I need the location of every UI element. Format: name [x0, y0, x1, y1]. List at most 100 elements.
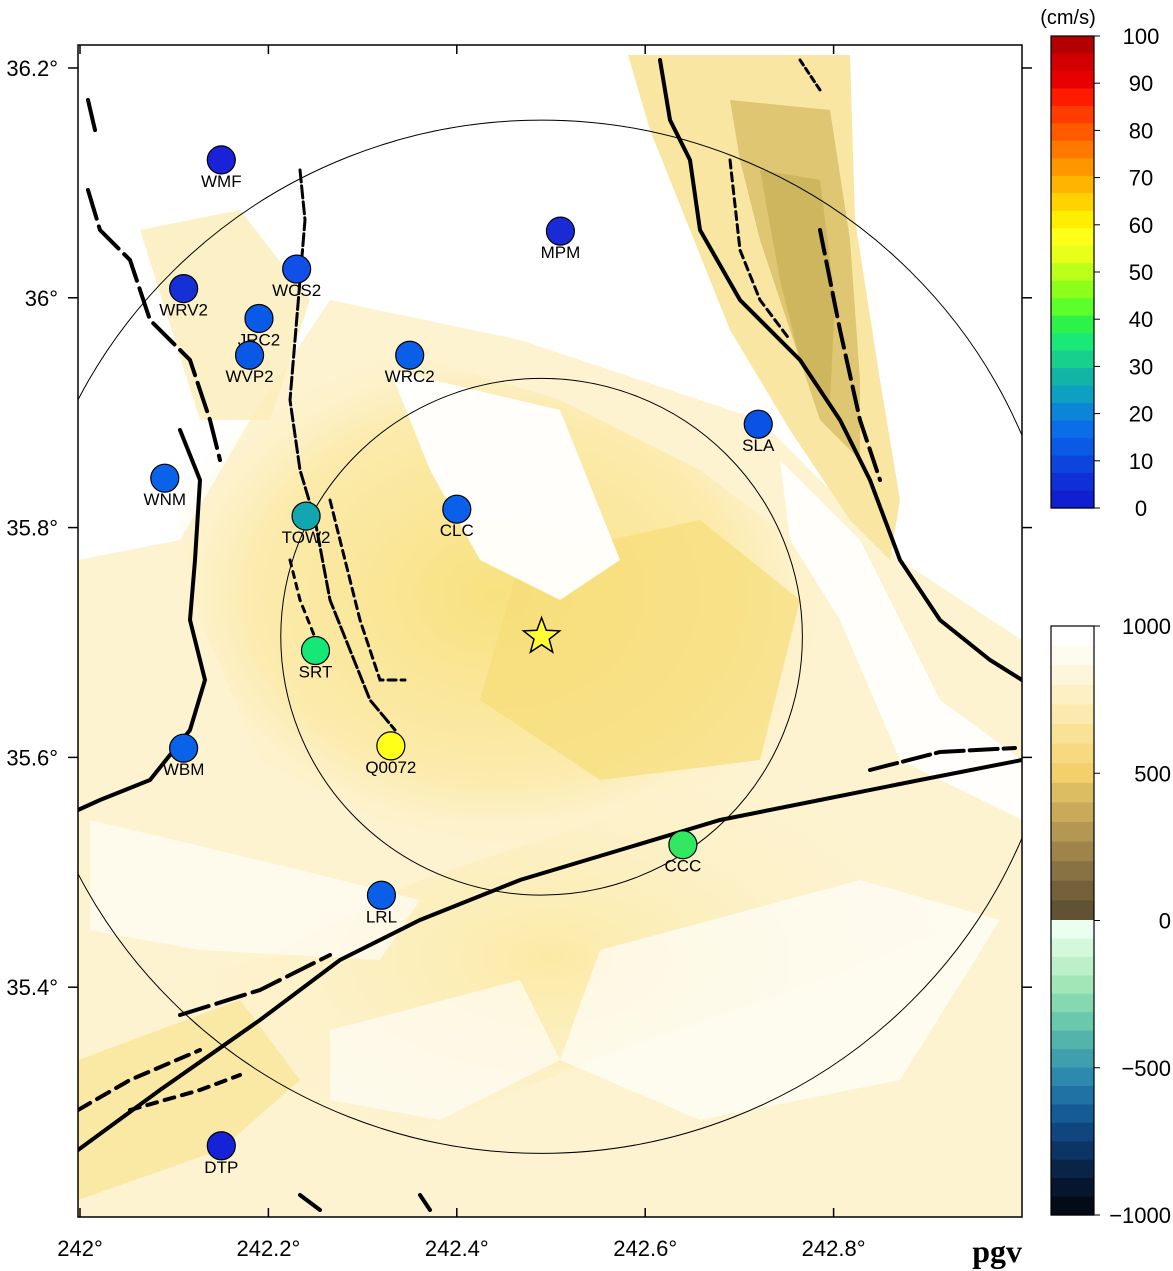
- station-label: CLC: [440, 521, 474, 540]
- station-marker[interactable]: [206, 145, 236, 175]
- fault-branch-w: [78, 1048, 202, 1112]
- pgv-scale-swatch: [1051, 368, 1094, 387]
- lat-tick-label: 36.2°: [6, 56, 58, 81]
- station-marker[interactable]: [169, 733, 199, 763]
- fault-ne-small: [798, 58, 822, 92]
- pgv-scale-swatch: [1051, 473, 1094, 492]
- station-label: WVP2: [225, 367, 273, 386]
- pgv-scale-swatch: [1051, 210, 1094, 229]
- station-marker[interactable]: [234, 340, 265, 370]
- fault-branch-se: [868, 746, 1017, 772]
- distance-ring-25km: [280, 377, 803, 896]
- topography-scale-swatch: [1051, 993, 1094, 1013]
- fault-ne-branch: [818, 228, 882, 482]
- station-q0072[interactable]: Q0072: [365, 731, 416, 777]
- station-wcs2[interactable]: WCS2: [272, 254, 321, 300]
- pgv-scale-label: 60: [1129, 213, 1153, 238]
- station-sla[interactable]: SLA: [742, 409, 775, 455]
- station-label: WBM: [163, 760, 205, 779]
- station-wbm[interactable]: WBM: [163, 733, 205, 779]
- station-tow2[interactable]: TOW2: [282, 501, 331, 547]
- station-marker[interactable]: [282, 254, 312, 284]
- station-srt[interactable]: SRT: [299, 635, 333, 682]
- fault-nw-1: [86, 98, 97, 132]
- station-marker[interactable]: [169, 273, 199, 304]
- station-wnm[interactable]: WNM: [144, 463, 186, 509]
- lon-tick-label: 242.6°: [613, 1236, 677, 1261]
- fault-south-stub: [298, 1193, 322, 1212]
- lon-tick-label: 242.4°: [425, 1236, 489, 1261]
- lat-tick-label: 35.4°: [6, 975, 58, 1000]
- pgv-scale-label: 40: [1129, 307, 1153, 332]
- topography-scale-swatch: [1051, 763, 1094, 784]
- station-ccc[interactable]: CCC: [664, 830, 701, 876]
- topography-scale-swatch: [1051, 938, 1094, 958]
- pgv-scale-swatch: [1051, 193, 1094, 212]
- topography-scale-swatch: [1051, 1030, 1094, 1050]
- topography-scale-swatch: [1051, 920, 1094, 940]
- station-label: SRT: [299, 663, 333, 682]
- station-label: DTP: [204, 1158, 238, 1177]
- topography-scale-bar: [1050, 625, 1095, 1216]
- pgv-scale-swatch: [1051, 420, 1094, 439]
- pgv-scale-bar: [1050, 35, 1095, 509]
- pgv-scale-swatch: [1051, 298, 1094, 317]
- station-clc[interactable]: CLC: [440, 494, 474, 540]
- station-lrl[interactable]: LRL: [366, 880, 397, 926]
- topography-scale-swatch: [1051, 861, 1094, 882]
- topography-scale-swatch: [1051, 782, 1094, 803]
- pgv-scale-swatch: [1051, 36, 1094, 55]
- topography-scale-swatch: [1051, 975, 1094, 995]
- fault-lines: [78, 58, 1022, 1212]
- topography-scale-swatch: [1051, 1196, 1094, 1216]
- pgv-scale-swatch: [1051, 123, 1094, 142]
- pgv-scale-swatch: [1051, 105, 1094, 125]
- station-marker[interactable]: [244, 303, 274, 334]
- topography-scale-swatch: [1051, 1141, 1094, 1161]
- map-title: pgv: [972, 1233, 1022, 1269]
- pgv-scale-swatch: [1051, 158, 1094, 177]
- pgv-scale-swatch: [1051, 88, 1094, 107]
- pgv-scale-swatch: [1051, 315, 1094, 334]
- topography-scale-swatch: [1051, 880, 1094, 901]
- pgv-scale-label: 30: [1129, 354, 1153, 379]
- station-marker[interactable]: [545, 216, 576, 246]
- station-marker[interactable]: [300, 635, 331, 666]
- station-marker[interactable]: [743, 409, 773, 439]
- station-wmf[interactable]: WMF: [201, 145, 242, 191]
- station-wrv2[interactable]: WRV2: [159, 273, 208, 320]
- station-label: WNM: [144, 490, 186, 509]
- station-label: CCC: [664, 857, 701, 876]
- topography-scale-swatch: [1051, 645, 1094, 666]
- station-dtp[interactable]: DTP: [204, 1131, 238, 1177]
- station-marker[interactable]: [668, 830, 698, 860]
- station-wvp2[interactable]: WVP2: [225, 340, 274, 386]
- topography-scale-label: −1000: [1109, 1203, 1171, 1228]
- station-marker[interactable]: [150, 463, 180, 493]
- lat-tick-label: 35.8°: [6, 516, 58, 541]
- station-marker[interactable]: [395, 340, 425, 370]
- epicenter-star-icon: [521, 615, 562, 654]
- topography-scale-swatch: [1051, 704, 1094, 725]
- station-marker[interactable]: [376, 731, 406, 761]
- fault-ne-main: [658, 58, 1022, 682]
- pgv-scale-label: 10: [1129, 449, 1153, 474]
- topography-scale-label: 500: [1134, 761, 1171, 786]
- pgv-unit-label: (cm/s): [1040, 7, 1096, 29]
- topography-scale-swatch: [1051, 724, 1094, 745]
- topography-scale-swatch: [1051, 956, 1094, 976]
- pgv-scale-label: 100: [1123, 24, 1160, 49]
- station-marker[interactable]: [291, 501, 321, 531]
- topography-scale-swatch: [1051, 743, 1094, 764]
- station-wrc2[interactable]: WRC2: [385, 340, 435, 386]
- station-marker[interactable]: [366, 880, 397, 910]
- station-label: WRV2: [159, 301, 208, 320]
- station-mpm[interactable]: MPM: [541, 216, 581, 262]
- distance-rings: [78, 119, 1022, 1154]
- station-marker[interactable]: [206, 1131, 236, 1161]
- station-marker[interactable]: [442, 494, 472, 524]
- station-label: Q0072: [365, 758, 416, 777]
- pgv-scale-label: 20: [1129, 402, 1153, 427]
- topography-scale-label: 0: [1159, 909, 1171, 934]
